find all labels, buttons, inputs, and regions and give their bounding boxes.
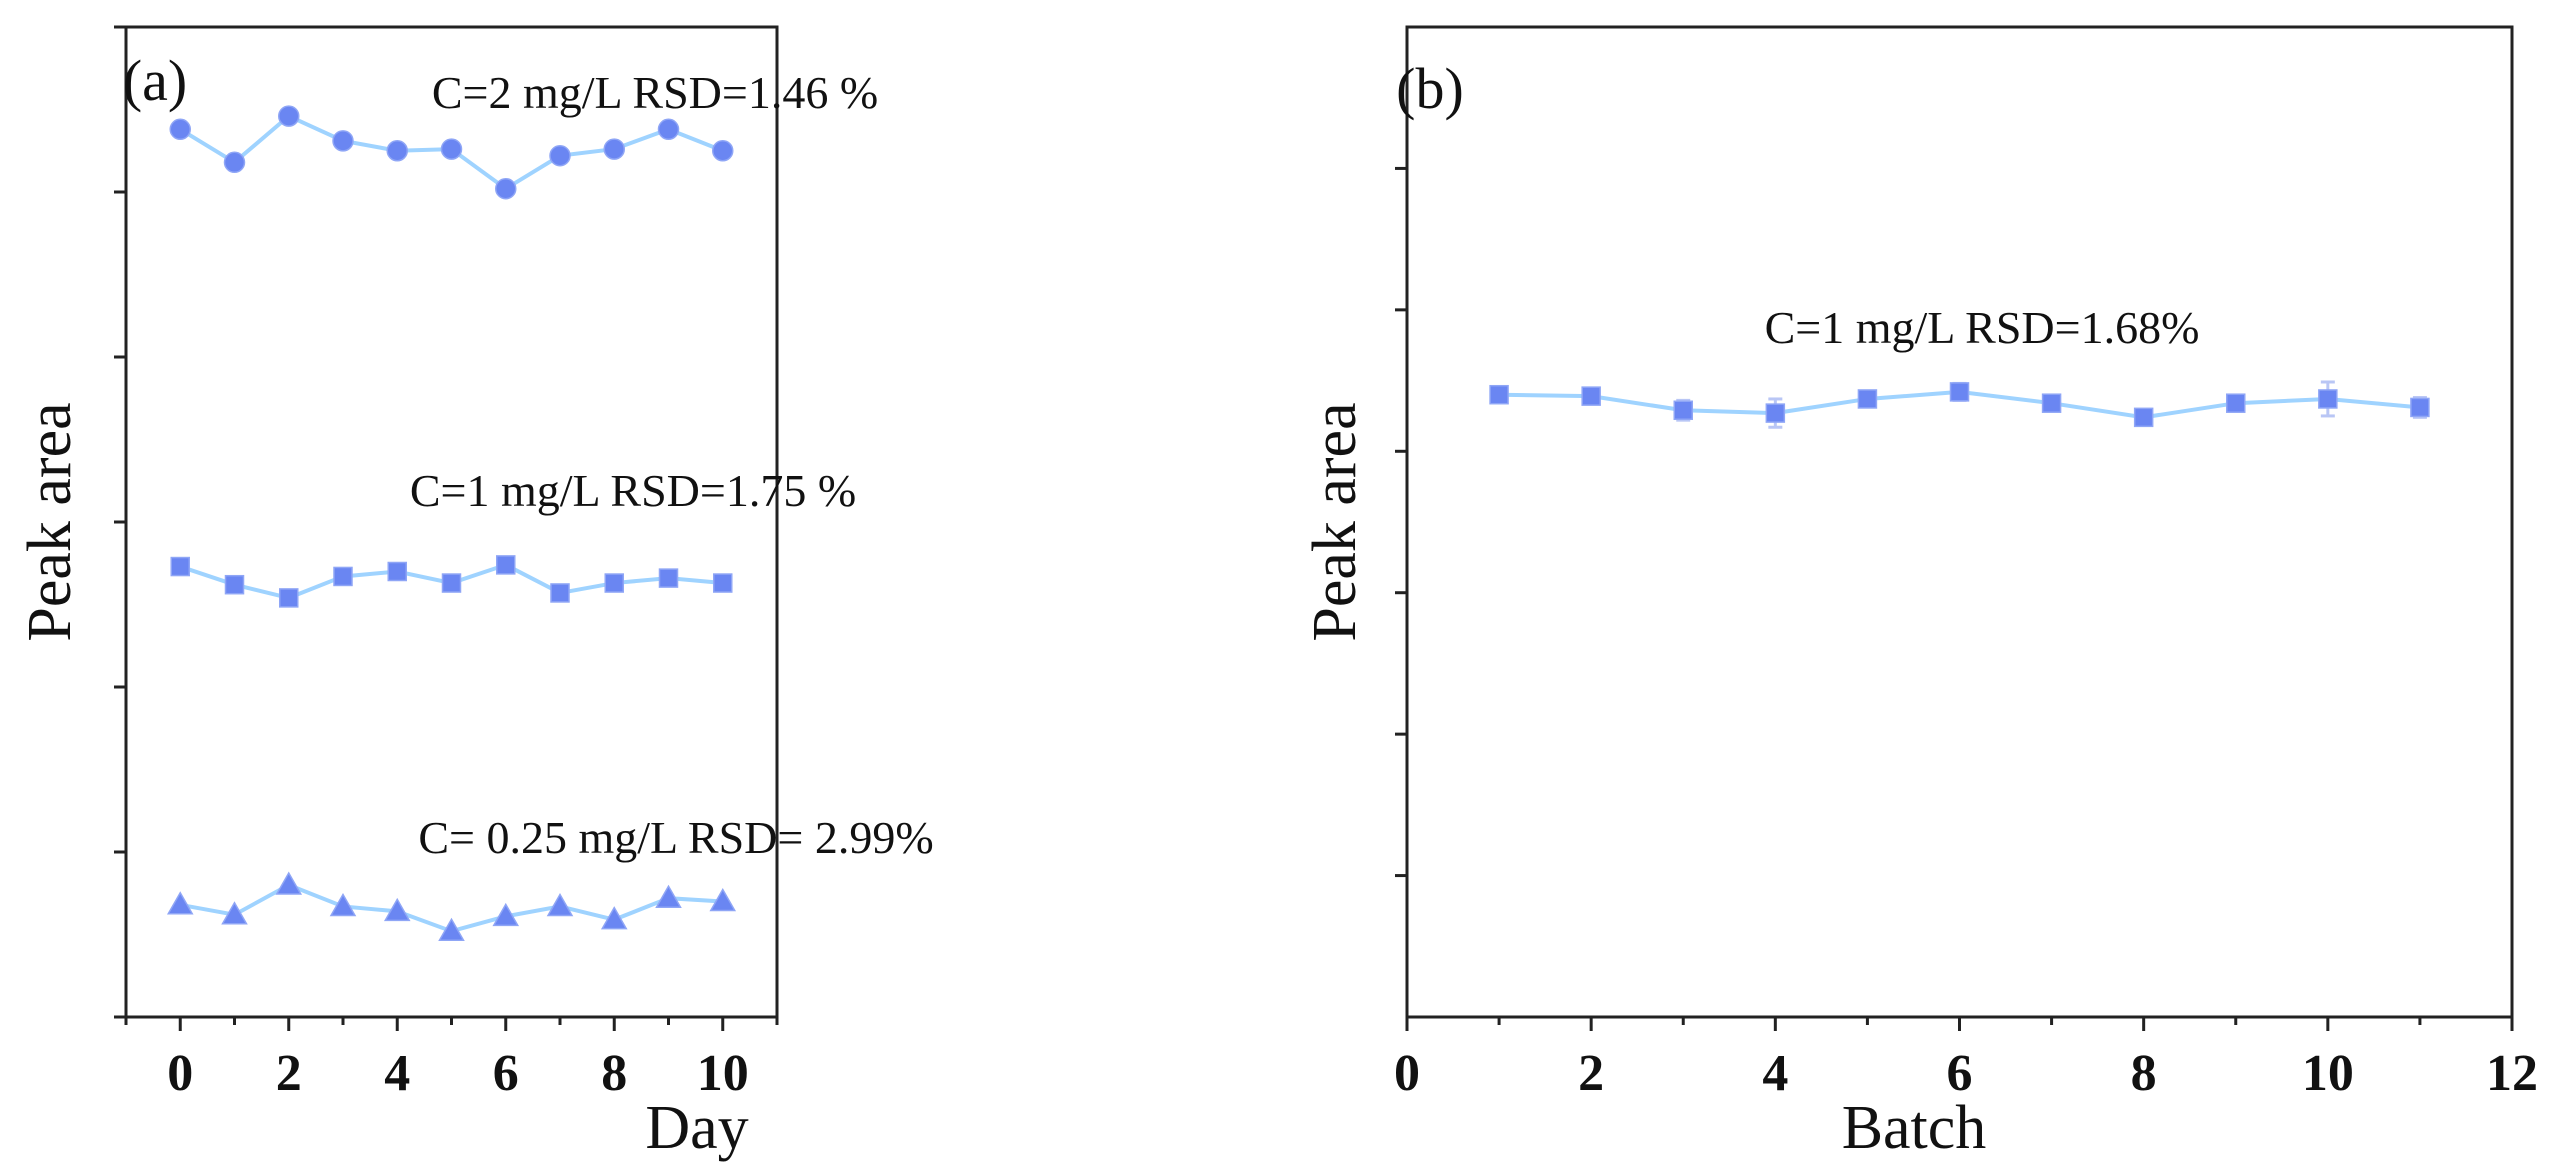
x-tick-label: 8 (601, 1045, 627, 1102)
x-tick-label: 6 (493, 1045, 519, 1102)
series-annotation: C=1 mg/L RSD=1.75 % (410, 465, 856, 516)
data-point (657, 118, 680, 141)
y-axis-title: Peak area (16, 402, 84, 641)
data-point (438, 917, 465, 941)
x-tick-label: 10 (697, 1045, 749, 1102)
data-point (1581, 386, 1601, 406)
panel-label: (a) (123, 48, 187, 113)
data-point (2133, 407, 2154, 428)
data-point (1489, 384, 1509, 405)
data-point (329, 892, 357, 917)
data-point (383, 897, 411, 922)
series-3: C= 0.25 mg/L RSD= 2.99% (166, 812, 934, 941)
x-tick-label: 4 (384, 1045, 410, 1102)
data-point (440, 138, 463, 160)
data-point (712, 140, 734, 162)
x-tick-label: 6 (1947, 1045, 1973, 1102)
data-point (2410, 397, 2430, 418)
x-tick-label: 2 (1578, 1045, 1604, 1102)
data-point (275, 871, 303, 895)
data-point (1857, 389, 1878, 409)
series-1: C=2 mg/L RSD=1.46 % (169, 67, 878, 200)
data-point (333, 566, 353, 587)
data-point (709, 887, 737, 912)
plot-frame (124, 25, 779, 1019)
x-axis-title: Day (645, 1094, 748, 1162)
data-point (386, 140, 408, 162)
data-point (604, 573, 624, 593)
data-point (550, 583, 570, 603)
series-2: C=1 mg/L RSD=1.75 % (170, 465, 856, 608)
data-point (600, 906, 628, 930)
data-point (332, 130, 354, 152)
data-point (279, 588, 299, 608)
data-point (658, 568, 679, 588)
x-axis-title: Batch (1842, 1094, 1987, 1162)
data-point (713, 573, 733, 593)
data-point (170, 556, 190, 577)
chart-panel-2: 0 2 4 6 8 10 12 Batch Peak area (b) C=1 mg/L RSD=1… (1301, 25, 2538, 1162)
data-point (546, 892, 574, 917)
data-point (603, 138, 625, 160)
data-point (223, 151, 246, 174)
series-annotation: C=1 mg/L RSD=1.68% (1765, 302, 2200, 353)
x-tick-label: 4 (1762, 1045, 1788, 1102)
data-point (2318, 389, 2338, 409)
data-point (1949, 382, 1970, 402)
data-point (166, 891, 194, 915)
x-tick-label: 2 (276, 1045, 302, 1102)
data-point (169, 118, 191, 141)
data-point (2041, 393, 2062, 413)
x-tick-label: 12 (2486, 1045, 2538, 1102)
data-point (224, 574, 245, 595)
data-point (441, 573, 462, 593)
y-axis-title: Peak area (1301, 402, 1369, 641)
panel-label: (b) (1396, 56, 1464, 121)
data-point (387, 561, 407, 582)
data-point (1673, 400, 1693, 421)
data-point (496, 555, 516, 575)
plot-frame (1405, 25, 2514, 1019)
data-point (278, 105, 300, 127)
data-point (1765, 403, 1786, 423)
series-annotation: C=2 mg/L RSD=1.46 % (432, 67, 878, 118)
series-annotation: C= 0.25 mg/L RSD= 2.99% (418, 812, 933, 863)
x-tick-label: 0 (1394, 1045, 1420, 1102)
x-tick-label: 10 (2302, 1045, 2354, 1102)
data-point (655, 884, 682, 908)
x-tick-label: 8 (2131, 1045, 2157, 1102)
data-point (549, 144, 571, 167)
series-1: C=1 mg/L RSD=1.68% (1489, 302, 2430, 429)
x-tick-label: 0 (167, 1045, 193, 1102)
data-point (492, 902, 520, 927)
data-point (2226, 393, 2246, 413)
data-point (221, 901, 248, 925)
data-point (495, 177, 517, 200)
